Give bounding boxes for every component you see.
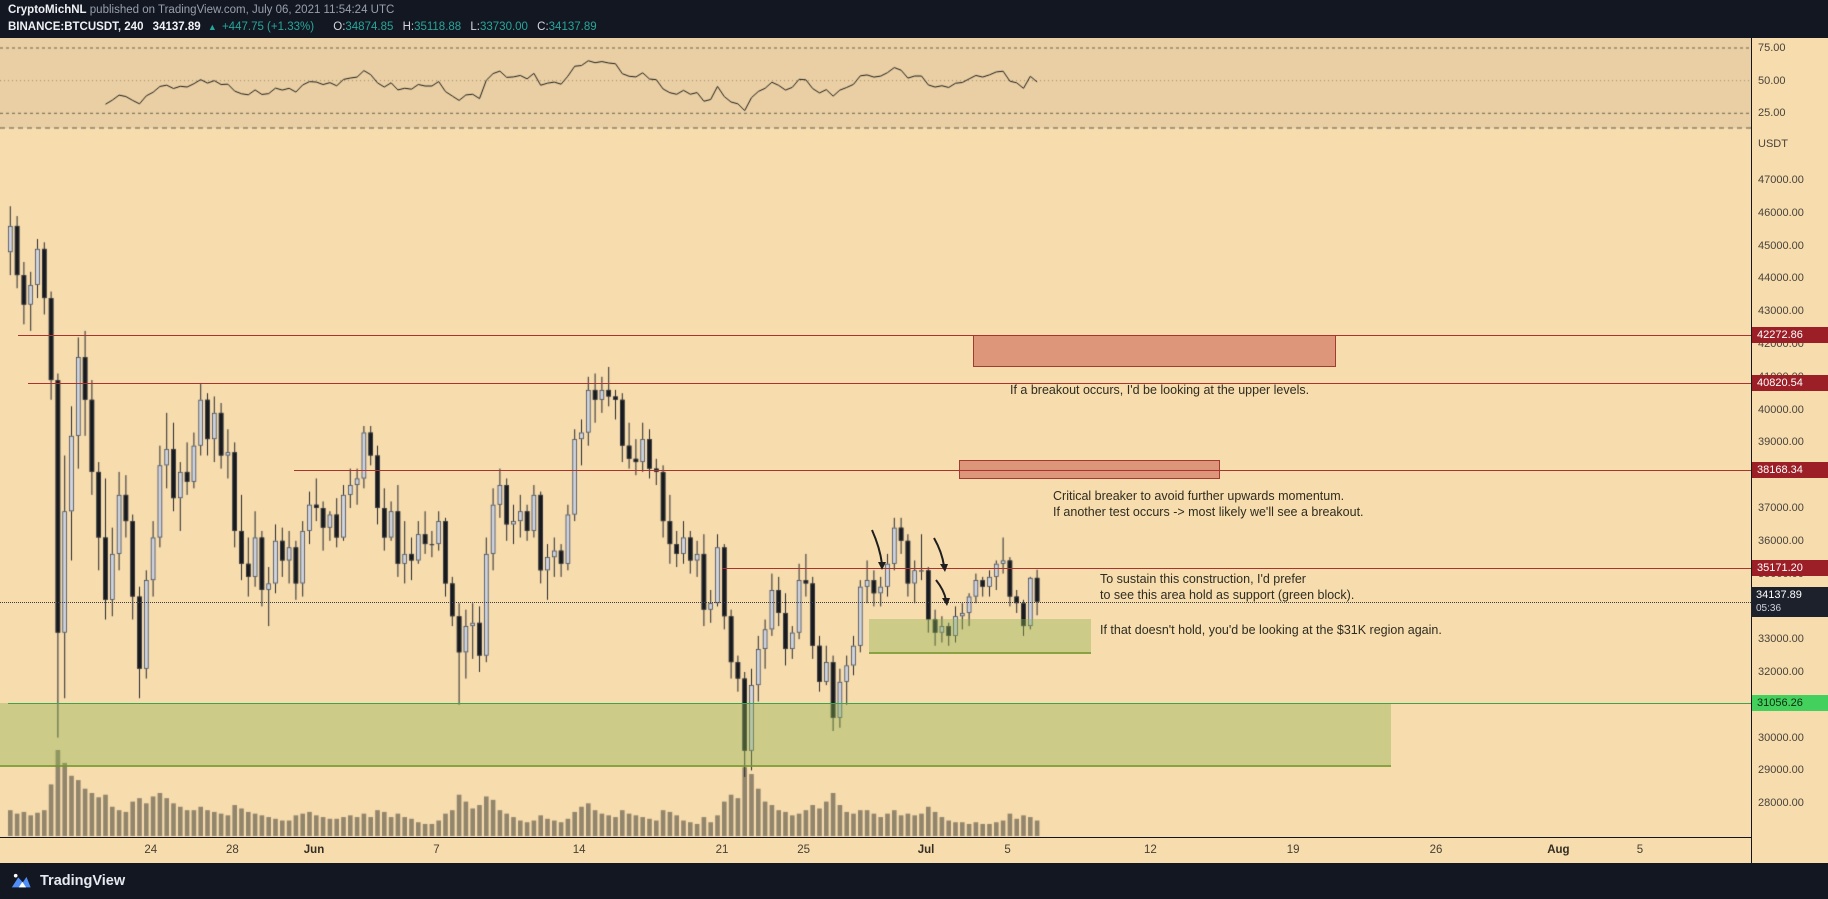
drawn-arrow-3-head (942, 598, 950, 606)
time-axis-tick-21: 21 (715, 844, 729, 856)
symbol-name[interactable]: BINANCE:BTCUSDT, 240 (8, 21, 144, 33)
open-value: 34874.85 (345, 21, 394, 33)
price-axis-tick: 36000.00 (1758, 534, 1804, 547)
annotation-breakout[interactable]: If a breakout occurs, I'd be looking at … (1010, 383, 1310, 397)
time-axis-tick-Aug: Aug (1547, 844, 1570, 856)
level-label-31056.26: 31056.26 (1752, 694, 1828, 711)
close-label: C: (537, 21, 549, 33)
price-axis-tick: 46000.00 (1758, 206, 1804, 219)
time-axis-tick-14: 14 (572, 844, 586, 856)
level-label-38168.34: 38168.34 (1752, 461, 1828, 478)
indicator-axis-tick: 75.00 (1758, 42, 1786, 54)
bar-countdown: 05:36 (1756, 602, 1782, 614)
level-label-42272.86: 42272.86 (1752, 327, 1828, 344)
top-header: CryptoMichNL published on TradingView.co… (0, 0, 1828, 38)
time-axis-tick-5: 5 (1636, 844, 1644, 856)
drawn-arrow-2-head (940, 564, 948, 572)
price-axis-tick: 30000.00 (1758, 731, 1804, 744)
close-value: 34137.89 (548, 21, 597, 33)
price-axis-tick: 44000.00 (1758, 272, 1804, 285)
publish-bar: CryptoMichNL published on TradingView.co… (8, 3, 1828, 20)
up-arrow-icon: ▲ (207, 22, 217, 32)
price-axis-tick: 29000.00 (1758, 764, 1804, 777)
drawn-arrow-1-head (878, 562, 886, 570)
price-axis-tick: 43000.00 (1758, 305, 1804, 318)
time-axis-tick-26: 26 (1429, 844, 1443, 856)
time-axis-tick-12: 12 (1143, 844, 1157, 856)
level-label-35171.20: 35171.20 (1752, 559, 1828, 576)
axis-currency-label: USDT (1758, 138, 1788, 150)
publish-text: published on TradingView.com, July 06, 2… (86, 4, 395, 16)
open-label: O: (333, 21, 346, 33)
indicator-axis-tick: 25.00 (1758, 107, 1786, 120)
time-axis-tick-7: 7 (433, 844, 440, 856)
tradingview-logo[interactable] (10, 870, 32, 892)
last-price: 34137.89 (152, 21, 201, 33)
price-axis-tick: 33000.00 (1758, 633, 1804, 646)
price-change: +447.75 (+1.33%) (221, 21, 315, 33)
symbol-bar: BINANCE:BTCUSDT, 240 34137.89 ▲ +447.75 … (8, 20, 1828, 37)
price-axis-tick: 40000.00 (1758, 403, 1804, 416)
time-axis[interactable]: 24 28 Jun 7 14 21 25 Jul 5 12 19 26 Aug 5 (0, 837, 1751, 864)
footer-bar: TradingView (0, 863, 1828, 899)
drawn-arrow-2[interactable] (933, 537, 945, 567)
drawn-arrow-1[interactable] (871, 529, 883, 565)
drawn-arrows[interactable] (860, 520, 960, 615)
price-chart-canvas[interactable] (0, 38, 1751, 837)
annotation-31k-region[interactable]: If that doesn't hold, you'd be looking a… (1100, 623, 1442, 637)
drawn-arrow-3[interactable] (935, 579, 947, 601)
price-axis[interactable]: USDT 47000.00 46000.00 45000.00 44000.00 430… (1751, 38, 1828, 863)
time-axis-tick-Jul: Jul (917, 844, 935, 856)
time-axis-tick-Jun: Jun (303, 844, 325, 856)
time-axis-tick-28: 28 (225, 844, 239, 856)
time-axis-tick-24: 24 (144, 844, 158, 856)
high-value: 35118.88 (414, 21, 462, 33)
price-axis-tick: 32000.00 (1758, 666, 1804, 678)
low-label: L: (470, 21, 480, 33)
publish-author: CryptoMichNL (8, 4, 87, 16)
price-axis-tick: 45000.00 (1758, 239, 1804, 252)
current-price-label: 34137.89 05:36 (1751, 586, 1828, 617)
current-price-value: 34137.89 (1756, 588, 1802, 601)
price-axis-tick: 37000.00 (1758, 502, 1804, 514)
low-value: 33730.00 (479, 21, 528, 33)
time-axis-tick-5: 5 (1004, 844, 1011, 856)
indicator-axis-tick: 50.00 (1758, 74, 1786, 87)
price-axis-tick: 39000.00 (1758, 436, 1804, 449)
time-axis-tick-25: 25 (797, 844, 810, 856)
price-axis-tick: 47000.00 (1758, 174, 1804, 186)
time-axis-tick-19: 19 (1286, 844, 1300, 856)
tradingview-brand[interactable]: TradingView (40, 873, 126, 889)
level-label-40820.54: 40820.54 (1752, 374, 1828, 391)
annotation-sustain-construction[interactable]: To sustain this construction, I'd prefer… (1100, 572, 1355, 602)
chart-area[interactable]: If a breakout occurs, I'd be looking at … (0, 38, 1828, 864)
annotation-critical-breaker[interactable]: Critical breaker to avoid further upward… (1053, 489, 1364, 519)
high-label: H: (402, 21, 415, 33)
price-axis-tick: 28000.00 (1758, 797, 1804, 810)
